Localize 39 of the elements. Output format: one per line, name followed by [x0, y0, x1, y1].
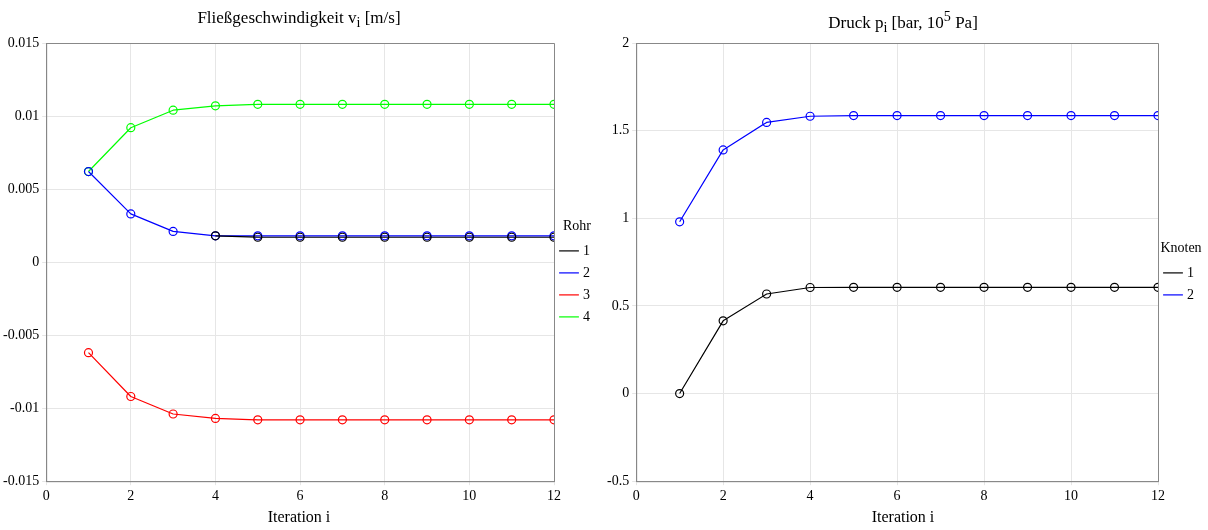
legend-title: Knoten — [1160, 239, 1202, 255]
y-tick-label: 0 — [32, 253, 40, 269]
y-tick-label: 0.015 — [7, 34, 40, 50]
y-tick-label: -0.005 — [2, 326, 40, 342]
legend-title: Rohr — [563, 217, 592, 233]
y-tick-label: 0.01 — [14, 107, 40, 123]
x-tick-label: 4 — [211, 488, 219, 504]
legend-label: 4 — [583, 308, 590, 324]
x-tick-label: 2 — [127, 488, 135, 504]
y-tick-label: 1.5 — [611, 122, 630, 138]
x-tick-label: 6 — [296, 488, 304, 504]
y-tick-label: -0.5 — [606, 472, 630, 488]
x-tick-label: 0 — [632, 488, 640, 504]
legend-label: 3 — [583, 286, 590, 302]
x-tick-label: 10 — [1064, 488, 1079, 504]
y-tick-label: 0 — [622, 385, 630, 401]
y-tick-label: -0.01 — [9, 399, 40, 415]
legend-label: 2 — [583, 264, 590, 280]
y-tick-label: 2 — [622, 34, 630, 50]
x-tick-label: 8 — [381, 488, 389, 504]
chart-title: Druck p$_{i}$ [bar, 10$^{5}$ Pa] — [827, 8, 979, 37]
legend-label: 2 — [1187, 286, 1194, 302]
x-tick-label: 10 — [462, 488, 477, 504]
x-tick-label: 8 — [980, 488, 988, 504]
chart-title: Fließgeschwindigkeit v$_{i}$ [m/s] — [196, 8, 402, 32]
y-tick-label: 0.5 — [611, 297, 630, 313]
x-tick-label: 6 — [893, 488, 901, 504]
legend-label: 1 — [1187, 264, 1194, 280]
x-axis-title: Iteration i — [870, 508, 936, 526]
x-tick-label: 12 — [547, 488, 561, 504]
x-tick-label: 4 — [806, 488, 814, 504]
x-tick-label: 2 — [719, 488, 727, 504]
x-tick-label: 0 — [42, 488, 50, 504]
x-axis-title: Iteration i — [266, 508, 332, 526]
y-tick-label: 0.005 — [7, 180, 40, 196]
legend-label: 1 — [583, 242, 590, 258]
y-tick-label: 1 — [622, 209, 630, 225]
x-tick-label: 12 — [1151, 488, 1165, 504]
y-tick-label: -0.015 — [2, 472, 40, 488]
